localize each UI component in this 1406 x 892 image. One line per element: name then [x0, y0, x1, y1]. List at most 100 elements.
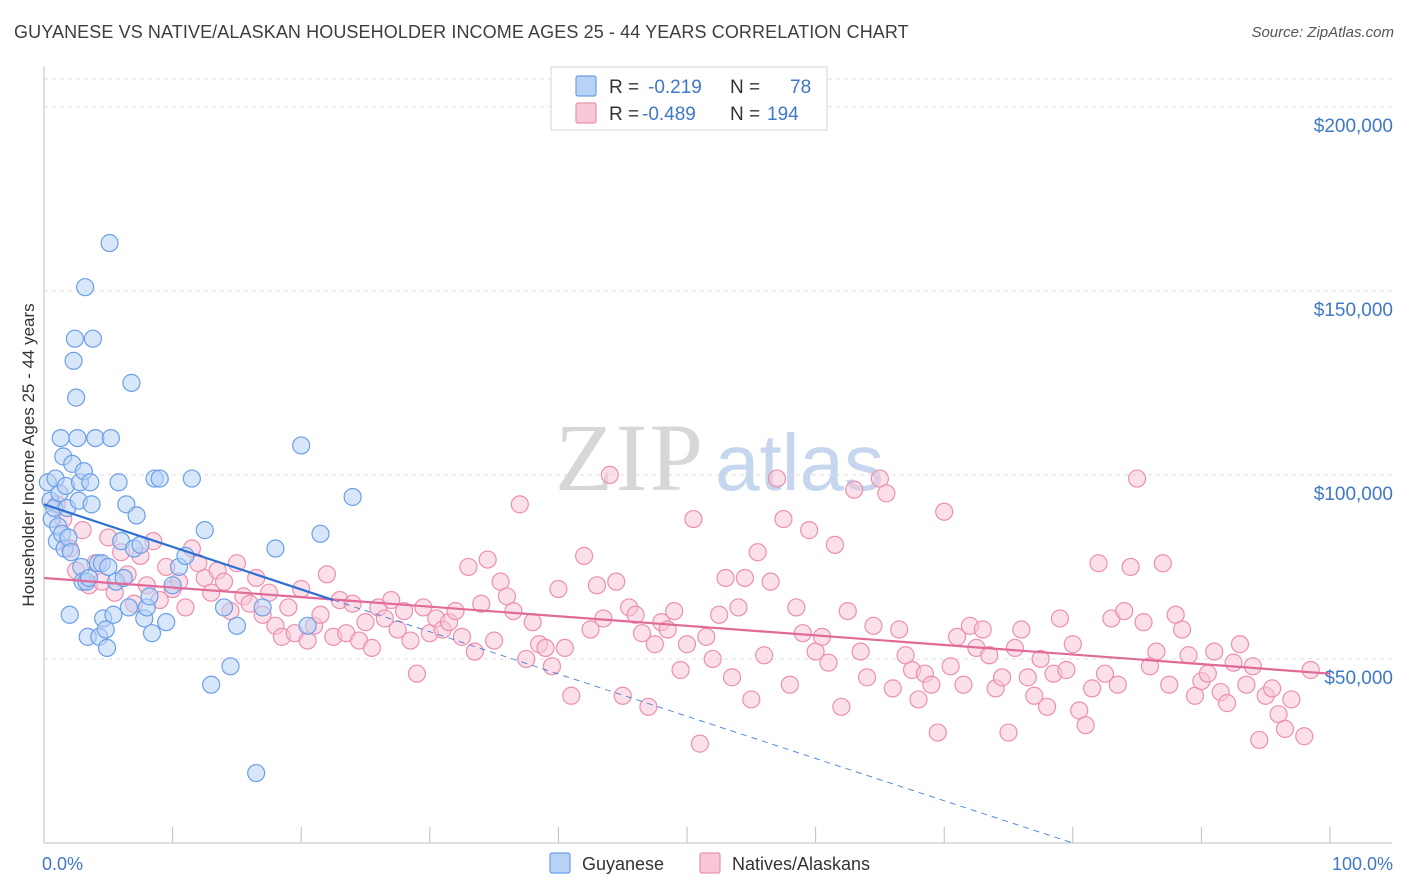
data-point-natives: [1050, 609, 1070, 628]
data-point-natives: [1295, 727, 1314, 746]
data-point-natives: [562, 686, 581, 705]
data-point-natives: [1173, 620, 1192, 639]
data-point-guyanese: [127, 506, 146, 525]
data-point-natives: [1263, 679, 1282, 698]
data-point-natives: [1275, 719, 1295, 738]
y-tick-label: $150,000: [1314, 300, 1393, 321]
data-point-guyanese: [67, 388, 86, 407]
data-point-guyanese: [119, 598, 138, 617]
data-point-natives: [587, 576, 607, 595]
data-point-natives: [407, 664, 427, 683]
guyanese-points: [38, 233, 362, 783]
data-point-natives: [1134, 613, 1153, 632]
legend-n-value-1: 78: [790, 77, 811, 98]
data-point-natives: [1218, 694, 1237, 713]
data-point-natives: [690, 734, 709, 753]
data-point-guyanese: [51, 428, 70, 448]
data-point-natives: [999, 723, 1018, 742]
data-point-guyanese: [83, 329, 102, 348]
data-point-natives: [1076, 716, 1095, 735]
legend-n-value-2: 194: [767, 104, 799, 125]
data-point-natives: [517, 649, 536, 669]
data-point-guyanese: [81, 473, 100, 492]
watermark-zip: ZIP: [555, 404, 705, 511]
data-point-natives: [954, 675, 973, 694]
data-point-guyanese: [311, 524, 330, 543]
data-point-natives: [877, 484, 896, 503]
data-point-natives: [992, 668, 1012, 687]
data-point-natives: [973, 620, 992, 639]
legend-r-value-2: -0.489: [642, 104, 696, 125]
data-point-natives: [677, 635, 697, 654]
trend-line-guyanese: [43, 503, 334, 602]
bottom-legend-swatch-natives: [699, 852, 721, 874]
data-point-natives: [1224, 653, 1243, 672]
data-point-natives: [394, 601, 414, 621]
data-point-natives: [1127, 469, 1147, 488]
data-point-natives: [684, 509, 703, 529]
data-point-natives: [742, 690, 761, 709]
data-point-natives: [909, 690, 928, 709]
legend-n-label-1: N =: [730, 77, 760, 98]
data-point-natives: [1250, 730, 1269, 750]
data-point-natives: [1153, 554, 1172, 573]
data-point-natives: [761, 572, 780, 591]
data-point-natives: [632, 624, 652, 643]
data-point-natives: [575, 546, 594, 565]
data-point-guyanese: [343, 487, 362, 507]
data-point-guyanese: [76, 278, 95, 297]
source-label: Source: ZipAtlas.com: [1251, 24, 1394, 41]
data-point-natives: [485, 631, 504, 650]
data-point-natives: [735, 568, 754, 588]
data-point-natives: [665, 601, 684, 621]
data-point-guyanese: [182, 469, 201, 488]
data-point-natives: [941, 657, 960, 676]
data-point-guyanese: [221, 657, 240, 676]
data-point-natives: [581, 620, 600, 639]
legend-n-label-2: N =: [730, 104, 760, 125]
x-tick-label: 100.0%: [1332, 854, 1393, 874]
data-point-guyanese: [68, 428, 87, 448]
data-point-natives: [536, 638, 555, 658]
data-point-natives: [607, 572, 626, 591]
data-point-natives: [722, 668, 742, 687]
data-point-natives: [176, 598, 195, 617]
data-point-natives: [710, 605, 729, 624]
data-point-natives: [202, 583, 221, 602]
data-point-guyanese: [82, 495, 101, 514]
data-point-guyanese: [60, 605, 79, 624]
watermark: ZIP atlas: [555, 404, 884, 511]
data-point-natives: [600, 465, 619, 485]
data-point-natives: [1031, 649, 1050, 669]
data-point-guyanese: [227, 616, 246, 635]
data-point-natives: [832, 697, 851, 716]
legend-swatch-natives: [575, 102, 597, 124]
data-point-natives: [375, 609, 394, 628]
data-point-guyanese: [266, 539, 285, 558]
data-point-natives: [1012, 620, 1031, 639]
data-point-natives: [214, 572, 234, 591]
y-tick-label: $200,000: [1314, 116, 1393, 137]
data-point-natives: [356, 613, 375, 632]
data-point-natives: [639, 697, 658, 716]
data-point-natives: [1082, 679, 1102, 698]
data-point-natives: [1121, 557, 1140, 577]
data-point-guyanese: [59, 528, 78, 547]
data-point-natives: [1108, 675, 1127, 694]
data-point-guyanese: [101, 428, 120, 448]
data-point-natives: [697, 627, 716, 646]
data-point-guyanese: [109, 473, 128, 492]
legend: R = -0.219 N = 78 R = -0.489 N = 194: [550, 66, 828, 131]
data-point-natives: [1198, 664, 1217, 683]
data-point-natives: [343, 594, 362, 613]
data-point-guyanese: [292, 436, 311, 455]
data-point-natives: [459, 557, 478, 577]
data-point-guyanese: [157, 613, 176, 632]
axes: [43, 66, 1392, 844]
data-point-natives: [748, 543, 767, 562]
data-point-natives: [864, 616, 883, 635]
data-point-natives: [311, 605, 330, 624]
data-point-natives: [478, 550, 497, 569]
data-point-natives: [613, 686, 632, 705]
